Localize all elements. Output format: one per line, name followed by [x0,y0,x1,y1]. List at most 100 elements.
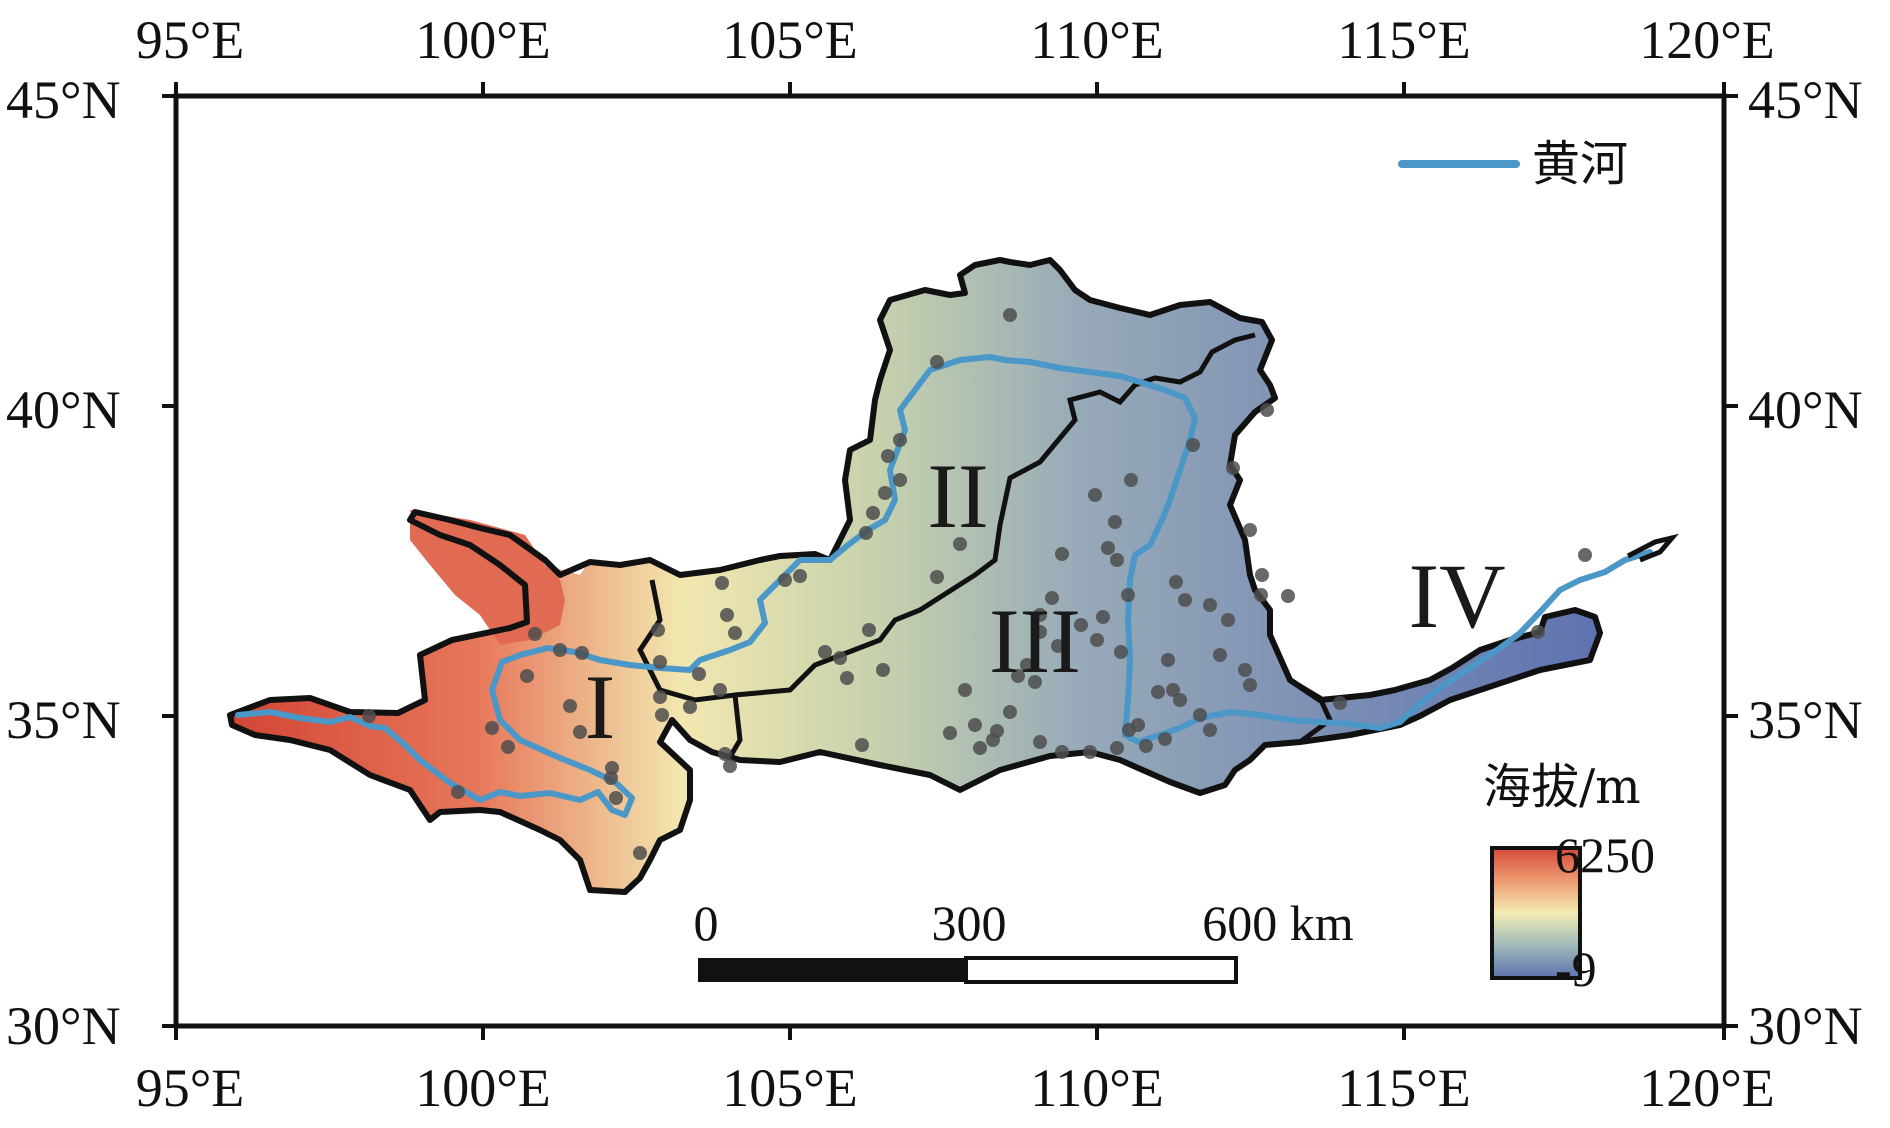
station-dot [793,569,807,583]
station-dot [1055,547,1069,561]
left-lat-label-35n: 35°N [6,690,121,750]
station-dot [573,725,587,739]
basin-boundary [227,257,1603,895]
top-lon-label-95e: 95°E [136,10,245,70]
station-dot [451,785,465,799]
station-dot [1173,693,1187,707]
station-dot [1083,745,1097,759]
station-dot [720,608,734,622]
station-dot [859,526,873,540]
station-dot [1020,658,1034,672]
station-dot [1110,741,1124,755]
station-dot [723,759,737,773]
station-dot [1221,613,1235,627]
station-dot [653,655,667,669]
top-lon-label-100e: 100°E [415,10,551,70]
station-dot [968,718,982,732]
station-dot [1088,488,1102,502]
station-dot [655,708,669,722]
station-dot [520,669,534,683]
bottom-lon-label-100e: 100°E [415,1058,551,1118]
station-dot [563,699,577,713]
station-dot [692,667,706,681]
station-dot [818,645,832,659]
station-dot [1096,610,1110,624]
station-dot [1238,663,1252,677]
station-dot [1226,461,1240,475]
yellow-river-line [235,354,1653,818]
station-dot [833,651,847,665]
station-dot [943,726,957,740]
station-dot [1051,639,1065,653]
station-dot [683,700,697,714]
station-dot [715,576,729,590]
station-dot [485,721,499,735]
station-dot [1003,705,1017,719]
station-dot [604,771,618,785]
yellow-river-mouth [1626,533,1679,563]
station-dot [1121,588,1135,602]
station-dot [1108,515,1122,529]
station-dot [1281,589,1295,603]
station-dot [1003,308,1017,322]
bottom-lon-label-95e: 95°E [136,1058,245,1118]
right-lat-label-40n: 40°N [1748,380,1863,440]
station-dot [1011,669,1025,683]
station-dot [501,740,515,754]
station-dot [1124,473,1138,487]
station-dot [1074,618,1088,632]
station-dot [1178,593,1192,607]
station-dot [728,626,742,640]
station-dot [553,643,567,657]
station-dot [1033,625,1047,639]
scale-bar-white-segment [964,956,1238,984]
station-dot [1203,598,1217,612]
station-dot [930,570,944,584]
station-dot [1333,696,1347,710]
station-dot [1578,548,1592,562]
region-label-iv: IV [1408,545,1505,647]
map-frame [173,93,1727,1029]
bottom-lon-label-110e: 110°E [1030,1058,1164,1118]
bottom-lon-label-120e: 120°E [1639,1058,1775,1118]
station-dot [1260,403,1274,417]
station-dot [1139,739,1153,753]
station-dot [653,690,667,704]
station-dot [778,573,792,587]
top-lon-label-110e: 110°E [1030,10,1164,70]
station-dot [609,791,623,805]
station-dot [528,627,542,641]
scale-label-600km: 600 km [1202,895,1354,951]
station-dot [1055,745,1069,759]
station-dot [953,537,967,551]
station-dot [1243,523,1257,537]
colorbar-title: 海拔/m [1483,759,1641,815]
colorbar-max-label: 6250 [1555,827,1655,883]
station-dot [1114,645,1128,659]
station-dot [881,449,895,463]
station-dot [1101,541,1115,555]
left-lat-label-30n: 30°N [6,996,121,1056]
right-lat-label-45n: 45°N [1748,70,1863,130]
station-dot [1531,625,1545,639]
station-dot [1033,608,1047,622]
station-dot [1169,575,1183,589]
station-dot [1033,735,1047,749]
station-dot [930,355,944,369]
station-dot [718,747,732,761]
boundary-region-ii-iii [734,332,1256,698]
top-lon-label-120e: 120°E [1639,10,1775,70]
right-lat-label-35n: 35°N [1748,690,1863,750]
station-dot [878,486,892,500]
scale-label-0: 0 [694,895,719,951]
left-lat-label-40n: 40°N [6,380,121,440]
station-dot [1243,678,1257,692]
station-dot [893,433,907,447]
station-dot [1193,708,1207,722]
bottom-lon-label-115e: 115°E [1337,1058,1471,1118]
right-lat-label-30n: 30°N [1748,996,1863,1056]
colorbar-min-label: -9 [1555,941,1597,997]
scale-bar-black-segment [698,958,966,982]
station-dot [1203,723,1217,737]
